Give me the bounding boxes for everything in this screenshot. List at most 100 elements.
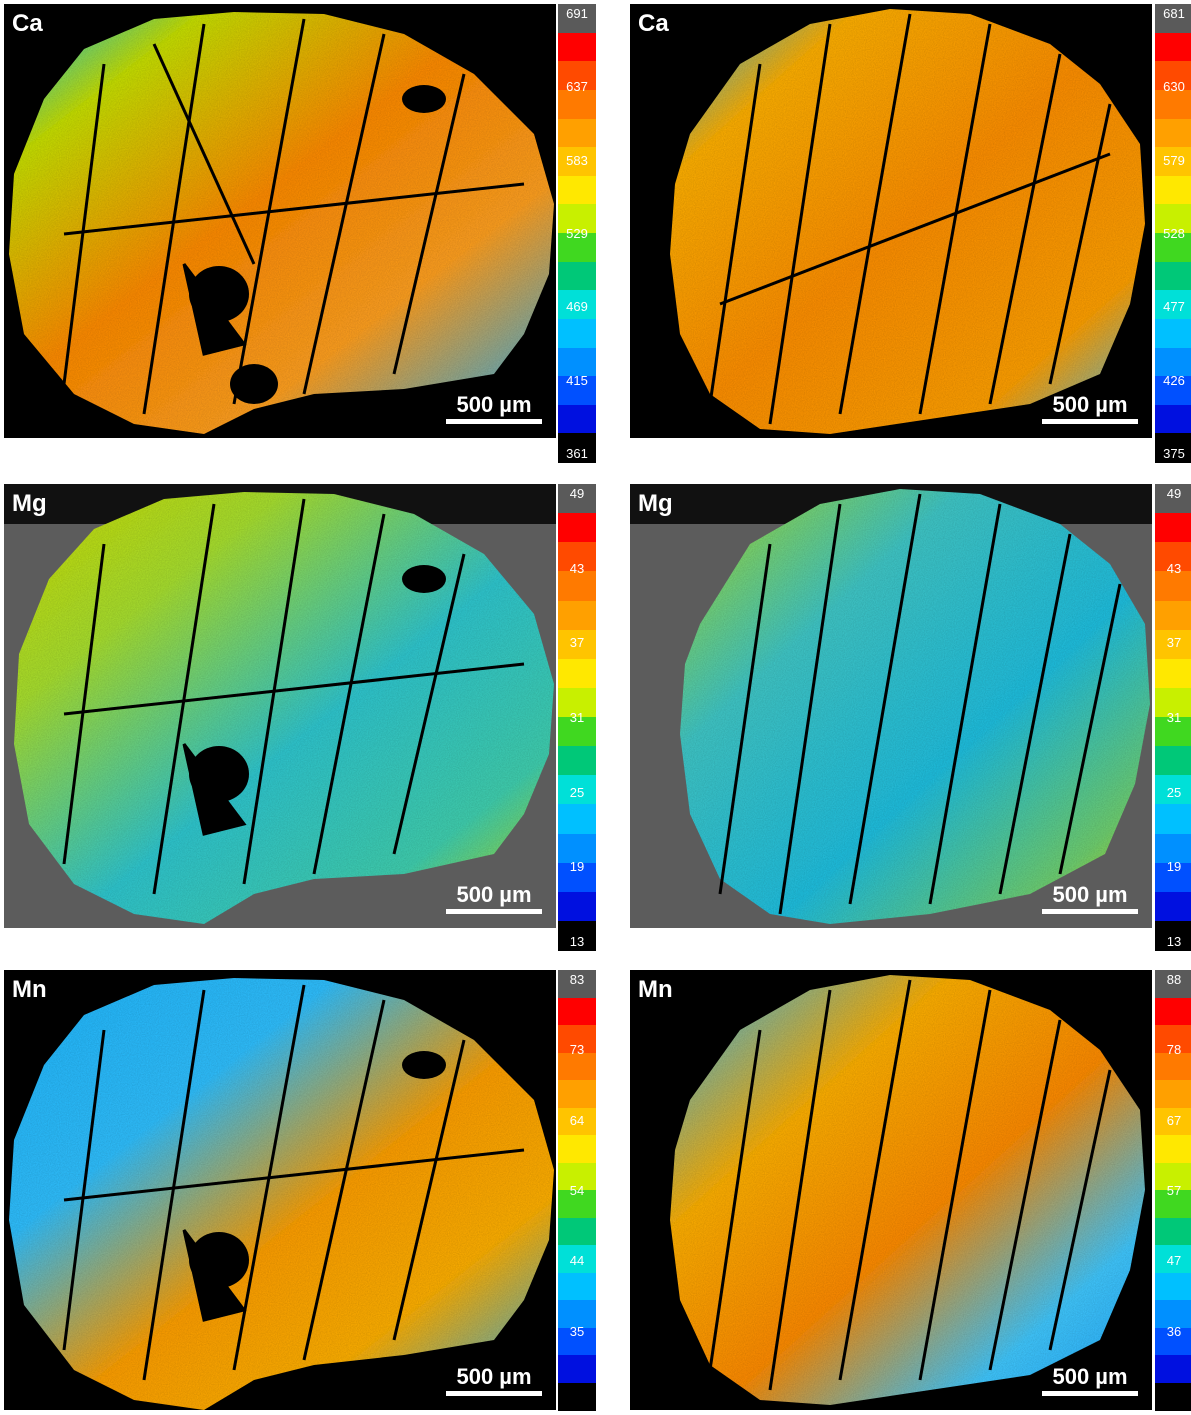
- colorbar-tick-label: 19: [1166, 859, 1182, 875]
- colorbar-band: [1155, 833, 1191, 864]
- scale-bar-label: 500 µm: [456, 392, 532, 417]
- colorbar-band: [1155, 1190, 1191, 1218]
- colorbar-band: [1155, 32, 1191, 62]
- colorbar-band: [558, 1052, 596, 1081]
- colorbar-band: [1155, 1080, 1191, 1108]
- colorbar-band: [1155, 233, 1191, 263]
- colorbar-tick-label: 43: [569, 560, 585, 576]
- colorbar-band: [1155, 1107, 1191, 1136]
- fracture: [142, 989, 206, 1381]
- colorbar-tick-label: 583: [566, 152, 588, 168]
- colorbar-band: [558, 204, 596, 234]
- colorbar-band: [558, 32, 596, 62]
- colorbar-band: [558, 1355, 596, 1383]
- colorbar: 681 630 579 528 477 426 375: [1155, 4, 1191, 463]
- colorbar-band: [558, 233, 596, 263]
- fracture: [302, 999, 386, 1361]
- colorbar-tick-label: 426: [1163, 372, 1185, 388]
- fracture: [63, 1148, 525, 1202]
- colorbar-tick-label: 35: [569, 1323, 585, 1339]
- scale-bar: 500 µm: [446, 392, 542, 424]
- colorbar-tick-label: 88: [1166, 972, 1182, 987]
- fracture: [918, 23, 992, 415]
- scale-bar-line: [446, 909, 542, 914]
- colorbar-tick-label: 36: [1166, 1323, 1182, 1339]
- colorbar-band: [1155, 89, 1191, 119]
- colorbar-band: [1155, 1025, 1191, 1053]
- scale-bar-line: [1042, 909, 1138, 914]
- colorbar-band: [558, 1300, 596, 1328]
- colorbar: 691 637 583 529 469 415 361: [558, 4, 596, 463]
- colorbar-band: [1155, 118, 1191, 148]
- colorbar-band: [558, 61, 596, 91]
- colorbar-band: [1155, 717, 1191, 747]
- scale-bar-label: 500 µm: [1052, 882, 1128, 907]
- fracture: [838, 979, 912, 1381]
- grain-map-svg: [670, 9, 1145, 434]
- colorbar-band: [558, 717, 596, 747]
- fracture: [988, 1019, 1062, 1371]
- colorbar-tick-label: 13: [569, 934, 585, 949]
- colorbar-tick-label: 25: [1166, 784, 1182, 800]
- colorbar-band: [1155, 997, 1191, 1026]
- colorbar-tick-label: 54: [569, 1183, 585, 1198]
- colorbar-tick-label: 691: [566, 6, 588, 21]
- scale-bar-label: 500 µm: [1052, 392, 1128, 417]
- colorbar-band: [558, 1327, 596, 1356]
- colorbar-band: [558, 261, 596, 291]
- colorbar-tick-label: 469: [566, 299, 588, 315]
- colorbar-band: [558, 1107, 596, 1136]
- colorbar-tick-label: 681: [1163, 6, 1185, 21]
- colorbar-band: [1155, 484, 1191, 514]
- colorbar-tick-label: 375: [1163, 446, 1185, 461]
- grain-map-svg: [9, 12, 554, 434]
- colorbar-band: [558, 347, 596, 377]
- inclusion-hole: [189, 1232, 249, 1288]
- fracture: [928, 503, 1002, 905]
- colorbar-band: [1155, 290, 1191, 320]
- colorbar-tick-label: 83: [569, 972, 585, 987]
- colorbar-band: [1155, 261, 1191, 291]
- colorbar-band: [1155, 891, 1191, 922]
- colorbar-band: [558, 1135, 596, 1163]
- colorbar-band: [558, 513, 596, 543]
- colorbar-band: [1155, 571, 1191, 601]
- colorbar-band: [1155, 970, 1191, 998]
- scale-bar-label: 500 µm: [456, 1364, 532, 1389]
- colorbar-band: [1155, 61, 1191, 91]
- element-label: Mg: [638, 490, 673, 517]
- scale-bar-label: 500 µm: [1052, 1364, 1128, 1389]
- colorbar-band: [558, 862, 596, 893]
- colorbar-tick-label: 630: [1163, 79, 1185, 95]
- colorbar-band: [1155, 746, 1191, 776]
- colorbar-band: [558, 687, 596, 718]
- colorbar-band: [1155, 1052, 1191, 1081]
- fracture: [998, 533, 1072, 895]
- colorbar-band: [558, 1162, 596, 1191]
- fracture: [152, 43, 256, 265]
- colorbar-band: [1155, 376, 1191, 406]
- colorbar-band: [558, 1080, 596, 1108]
- colorbar-tick-label: 64: [569, 1112, 585, 1128]
- colorbar-tick-label: 73: [569, 1042, 585, 1058]
- fracture: [719, 152, 1111, 306]
- element-label: Mn: [12, 976, 47, 1003]
- element-label: Mg: [12, 490, 47, 517]
- colorbar-band: [1155, 1327, 1191, 1356]
- fracture: [142, 23, 206, 415]
- garnet-grain: [9, 978, 554, 1410]
- colorbar-band: [558, 89, 596, 119]
- garnet-grain: [670, 9, 1145, 434]
- fracture: [1048, 1069, 1112, 1351]
- colorbar-band: [558, 147, 596, 177]
- scale-bar-line: [446, 419, 542, 424]
- colorbar-band: [558, 1217, 596, 1246]
- colorbar-band: [558, 290, 596, 320]
- colorbar-tick-label: 44: [569, 1253, 585, 1269]
- fracture: [62, 63, 106, 385]
- colorbar-band: [558, 997, 596, 1026]
- scale-bar: 500 µm: [1042, 392, 1138, 424]
- scale-bar: 500 µm: [446, 1364, 542, 1396]
- scale-bar-line: [1042, 419, 1138, 424]
- grain-map-svg: [670, 975, 1145, 1405]
